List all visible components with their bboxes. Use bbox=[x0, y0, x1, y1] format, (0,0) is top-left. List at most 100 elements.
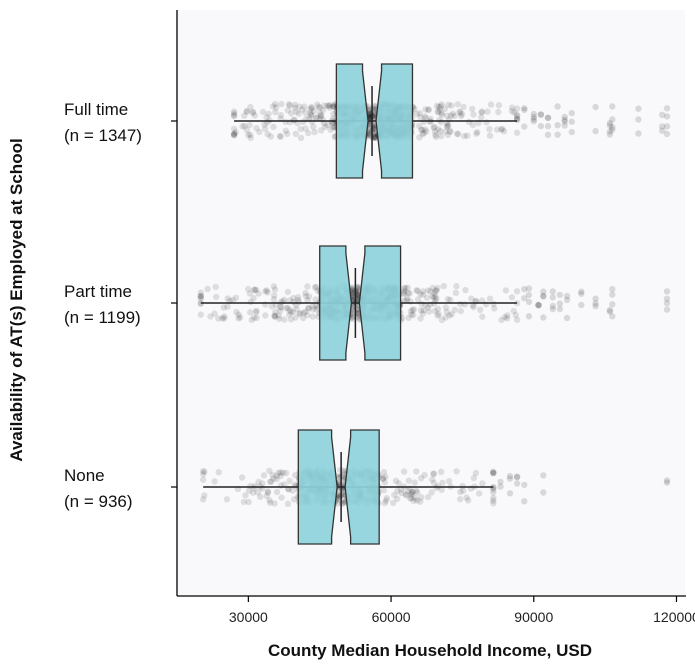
data-point bbox=[451, 306, 458, 314]
data-point bbox=[435, 109, 442, 116]
data-point bbox=[312, 296, 319, 303]
data-point bbox=[465, 118, 473, 126]
data-point bbox=[269, 103, 277, 110]
outlier-point bbox=[521, 105, 528, 112]
data-point bbox=[197, 293, 204, 301]
outlier-point bbox=[540, 489, 547, 496]
data-point bbox=[200, 496, 207, 503]
data-point bbox=[233, 308, 240, 316]
data-point bbox=[444, 131, 452, 139]
data-point bbox=[292, 130, 299, 138]
data-point bbox=[474, 129, 481, 136]
data-point bbox=[314, 101, 321, 108]
data-point bbox=[447, 296, 454, 304]
outlier-point bbox=[592, 300, 599, 307]
data-point bbox=[313, 114, 320, 122]
data-point bbox=[442, 304, 450, 311]
data-point bbox=[425, 106, 432, 113]
data-point bbox=[453, 468, 460, 475]
outlier-point bbox=[540, 472, 547, 479]
data-point bbox=[490, 486, 497, 493]
outlier-point bbox=[659, 127, 666, 134]
outlier-point bbox=[592, 103, 599, 111]
data-point bbox=[428, 489, 435, 496]
data-point bbox=[421, 113, 429, 120]
data-point bbox=[302, 308, 309, 315]
data-point bbox=[417, 291, 424, 298]
data-point bbox=[434, 483, 442, 490]
data-point bbox=[414, 489, 421, 496]
data-point bbox=[371, 103, 379, 110]
data-point bbox=[400, 468, 408, 475]
data-point bbox=[253, 307, 260, 314]
data-point bbox=[407, 495, 414, 502]
data-point bbox=[508, 104, 516, 111]
data-point bbox=[240, 498, 248, 506]
data-point bbox=[464, 132, 471, 139]
data-point bbox=[272, 109, 279, 116]
data-point bbox=[430, 479, 438, 487]
data-point bbox=[430, 470, 437, 478]
data-point bbox=[279, 469, 287, 476]
data-point bbox=[434, 284, 441, 292]
data-point bbox=[354, 289, 362, 297]
outlier-point bbox=[568, 128, 575, 136]
data-point bbox=[405, 477, 412, 484]
data-point bbox=[493, 126, 501, 133]
data-point bbox=[513, 129, 521, 136]
data-point bbox=[311, 107, 318, 115]
data-point bbox=[253, 314, 260, 322]
data-point bbox=[325, 102, 332, 109]
data-point bbox=[277, 304, 285, 311]
data-point bbox=[354, 285, 362, 292]
data-point bbox=[432, 287, 439, 294]
data-point bbox=[434, 108, 441, 115]
data-point bbox=[453, 283, 460, 290]
data-point bbox=[230, 112, 238, 120]
y-axis-label: Availability of AT(s) Employed at School bbox=[7, 138, 26, 461]
data-point bbox=[308, 112, 315, 119]
data-point bbox=[434, 305, 442, 313]
data-point bbox=[421, 126, 429, 133]
outlier-point bbox=[525, 298, 533, 306]
data-point bbox=[271, 312, 278, 319]
data-point bbox=[307, 111, 315, 119]
data-point bbox=[475, 490, 483, 497]
data-point bbox=[419, 126, 426, 134]
data-point bbox=[200, 467, 207, 475]
data-point bbox=[430, 470, 437, 477]
data-point bbox=[291, 116, 298, 124]
data-point bbox=[271, 292, 278, 299]
data-point bbox=[251, 286, 258, 293]
outlier-point bbox=[663, 477, 671, 484]
data-point bbox=[495, 108, 502, 116]
data-point bbox=[422, 115, 429, 122]
data-point bbox=[251, 484, 258, 492]
outlier-point bbox=[544, 122, 552, 130]
data-point bbox=[307, 109, 314, 117]
data-point bbox=[383, 495, 390, 502]
outlier-point bbox=[663, 295, 671, 302]
data-point bbox=[270, 123, 277, 131]
data-point bbox=[264, 488, 272, 495]
data-point bbox=[204, 285, 211, 293]
data-point bbox=[491, 305, 498, 312]
data-point bbox=[433, 295, 440, 302]
data-point bbox=[211, 310, 218, 317]
data-point bbox=[416, 122, 423, 130]
data-point bbox=[457, 496, 464, 503]
data-point bbox=[259, 108, 267, 116]
outlier-point bbox=[549, 305, 556, 313]
data-point bbox=[407, 298, 414, 305]
data-point bbox=[457, 307, 464, 315]
data-point bbox=[232, 294, 240, 301]
data-point bbox=[291, 104, 299, 112]
data-point bbox=[418, 494, 425, 501]
data-point bbox=[490, 470, 497, 477]
data-point bbox=[305, 129, 312, 137]
data-point bbox=[487, 101, 495, 108]
data-point bbox=[408, 494, 415, 502]
data-point bbox=[261, 121, 268, 128]
data-point bbox=[201, 492, 208, 499]
data-point bbox=[251, 286, 258, 294]
